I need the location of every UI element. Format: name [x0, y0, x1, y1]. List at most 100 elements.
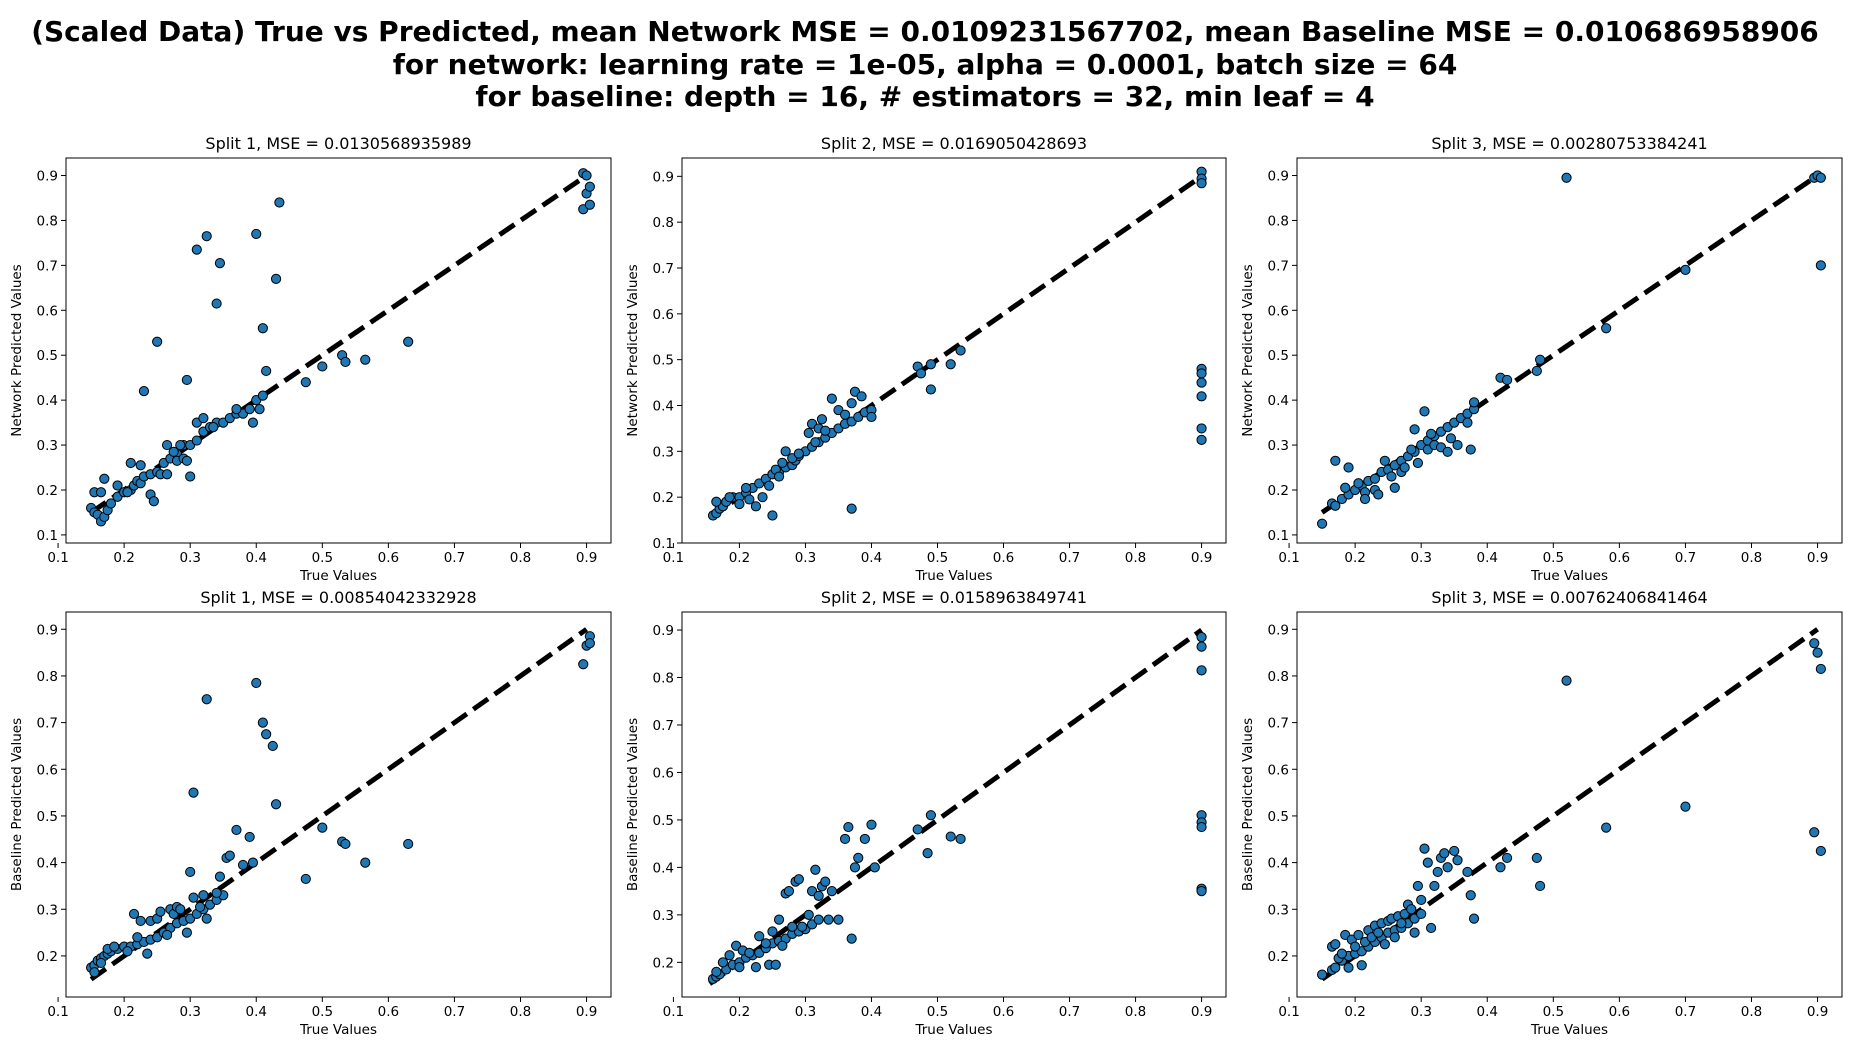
scatter-point	[231, 404, 242, 415]
y-tick-label: 0.9	[1268, 622, 1289, 638]
scatter-point	[846, 503, 857, 514]
x-tick-label: 0.1	[47, 550, 68, 566]
scatter-point	[1409, 927, 1420, 938]
scatter-point	[823, 914, 834, 925]
scatter-point	[1561, 172, 1572, 183]
scatter-point	[711, 966, 722, 977]
y-tick-label: 0.9	[1268, 169, 1289, 185]
figure-title-line-3: for baseline: depth = 16, # estimators =…	[475, 80, 1375, 113]
y-tick-label: 0.4	[37, 856, 58, 872]
scatter-point	[584, 181, 595, 192]
y-tick-label: 0.4	[1268, 393, 1289, 409]
y-tick-label: 0.6	[653, 307, 674, 323]
x-tick-label: 0.2	[113, 550, 134, 566]
scatter-point	[750, 501, 762, 512]
scatter-point	[188, 892, 199, 903]
y-tick-label: 0.6	[1268, 762, 1289, 778]
scatter-point	[810, 437, 821, 448]
scatter-point	[793, 448, 804, 459]
scatter-point	[300, 377, 311, 388]
identity-line	[1320, 627, 1820, 982]
x-tick-label: 0.8	[1125, 550, 1146, 566]
scatter-point	[161, 469, 173, 480]
scatter-point	[777, 940, 788, 951]
scatter-point	[767, 926, 778, 937]
scatter-point	[757, 492, 768, 503]
x-tick-label: 0.7	[444, 550, 465, 566]
scatter-point	[261, 365, 272, 377]
x-tick-label: 0.3	[795, 1004, 816, 1020]
scatter-point	[125, 457, 136, 469]
scatter-point	[820, 425, 831, 436]
scatter-point	[1196, 821, 1207, 833]
scatter-point	[770, 959, 781, 970]
x-tick-label: 0.2	[729, 1004, 750, 1020]
scatter-point	[1359, 493, 1371, 505]
scatter-point	[856, 391, 867, 402]
x-tick-label: 0.8	[1741, 550, 1762, 566]
y-tick-label: 0.5	[1268, 809, 1289, 825]
scatter-point	[826, 886, 837, 897]
scatter-point	[181, 927, 192, 938]
scatter-point	[1373, 927, 1384, 938]
figure-title-line-1: (Scaled Data) True vs Predicted, mean Ne…	[31, 15, 1819, 48]
scatter-point	[1317, 518, 1328, 529]
scatter-point	[849, 862, 861, 873]
scatter-point	[1419, 843, 1430, 854]
scatter-point	[912, 824, 923, 835]
scatter-point	[1439, 848, 1450, 859]
axes-frame	[681, 611, 1227, 998]
scatter-point	[109, 941, 120, 952]
y-tick-label: 0.4	[653, 860, 674, 876]
plot-area	[707, 166, 1207, 521]
scatter-point	[1535, 354, 1546, 365]
x-tick-label: 0.9	[1191, 1004, 1212, 1020]
scatter-point	[403, 838, 414, 850]
x-tick-label: 0.7	[1675, 1004, 1696, 1020]
scatter-point	[955, 345, 966, 356]
x-tick-label: 0.2	[1344, 550, 1365, 566]
scatter-point	[360, 857, 371, 868]
y-tick-label: 0.2	[37, 949, 58, 965]
scatter-point	[717, 957, 729, 968]
scatter-point	[251, 228, 262, 240]
y-tick-label: 0.9	[37, 169, 58, 185]
scatter-point	[724, 950, 735, 961]
scatter-point	[866, 819, 877, 830]
y-tick-label: 0.7	[1268, 716, 1289, 732]
scatter-point	[1416, 908, 1427, 920]
scatter-point	[816, 414, 828, 425]
scatter-point	[317, 361, 328, 372]
y-tick-label: 0.1	[653, 536, 674, 552]
scatter-point	[1468, 913, 1480, 924]
scatter-point	[826, 393, 837, 404]
y-tick-label: 0.5	[37, 348, 58, 364]
scatter-point	[1442, 446, 1453, 457]
x-tick-label: 0.3	[179, 550, 200, 566]
scatter-point	[945, 831, 956, 842]
scatter-point	[1196, 377, 1207, 388]
subplot-title: Split 3, MSE = 0.00762406841464	[1431, 588, 1707, 607]
x-tick-label: 0.6	[378, 1004, 399, 1020]
scatter-point	[201, 694, 212, 705]
scatter-point	[1196, 886, 1207, 897]
x-tick-label: 0.9	[576, 1004, 597, 1020]
scatter-point	[750, 961, 762, 973]
scatter-point	[1452, 855, 1463, 866]
scatter-point	[1429, 880, 1440, 892]
subplot-title: Split 2, MSE = 0.0158963849741	[821, 588, 1087, 607]
scatter-point	[915, 368, 927, 379]
scatter-point	[783, 886, 795, 897]
scatter-point	[270, 273, 282, 284]
y-tick-label: 0.3	[653, 908, 674, 924]
x-tick-label: 0.3	[1410, 1004, 1431, 1020]
scatter-point	[105, 498, 117, 509]
scatter-point	[803, 909, 814, 920]
y-tick-label: 0.9	[653, 169, 674, 185]
y-tick-label: 0.4	[37, 393, 58, 409]
scatter-point	[581, 170, 592, 181]
x-tick-label: 0.4	[246, 1004, 267, 1020]
scatter-point	[1196, 641, 1207, 652]
y-axis-label: Baseline Predicted Values	[625, 718, 641, 891]
